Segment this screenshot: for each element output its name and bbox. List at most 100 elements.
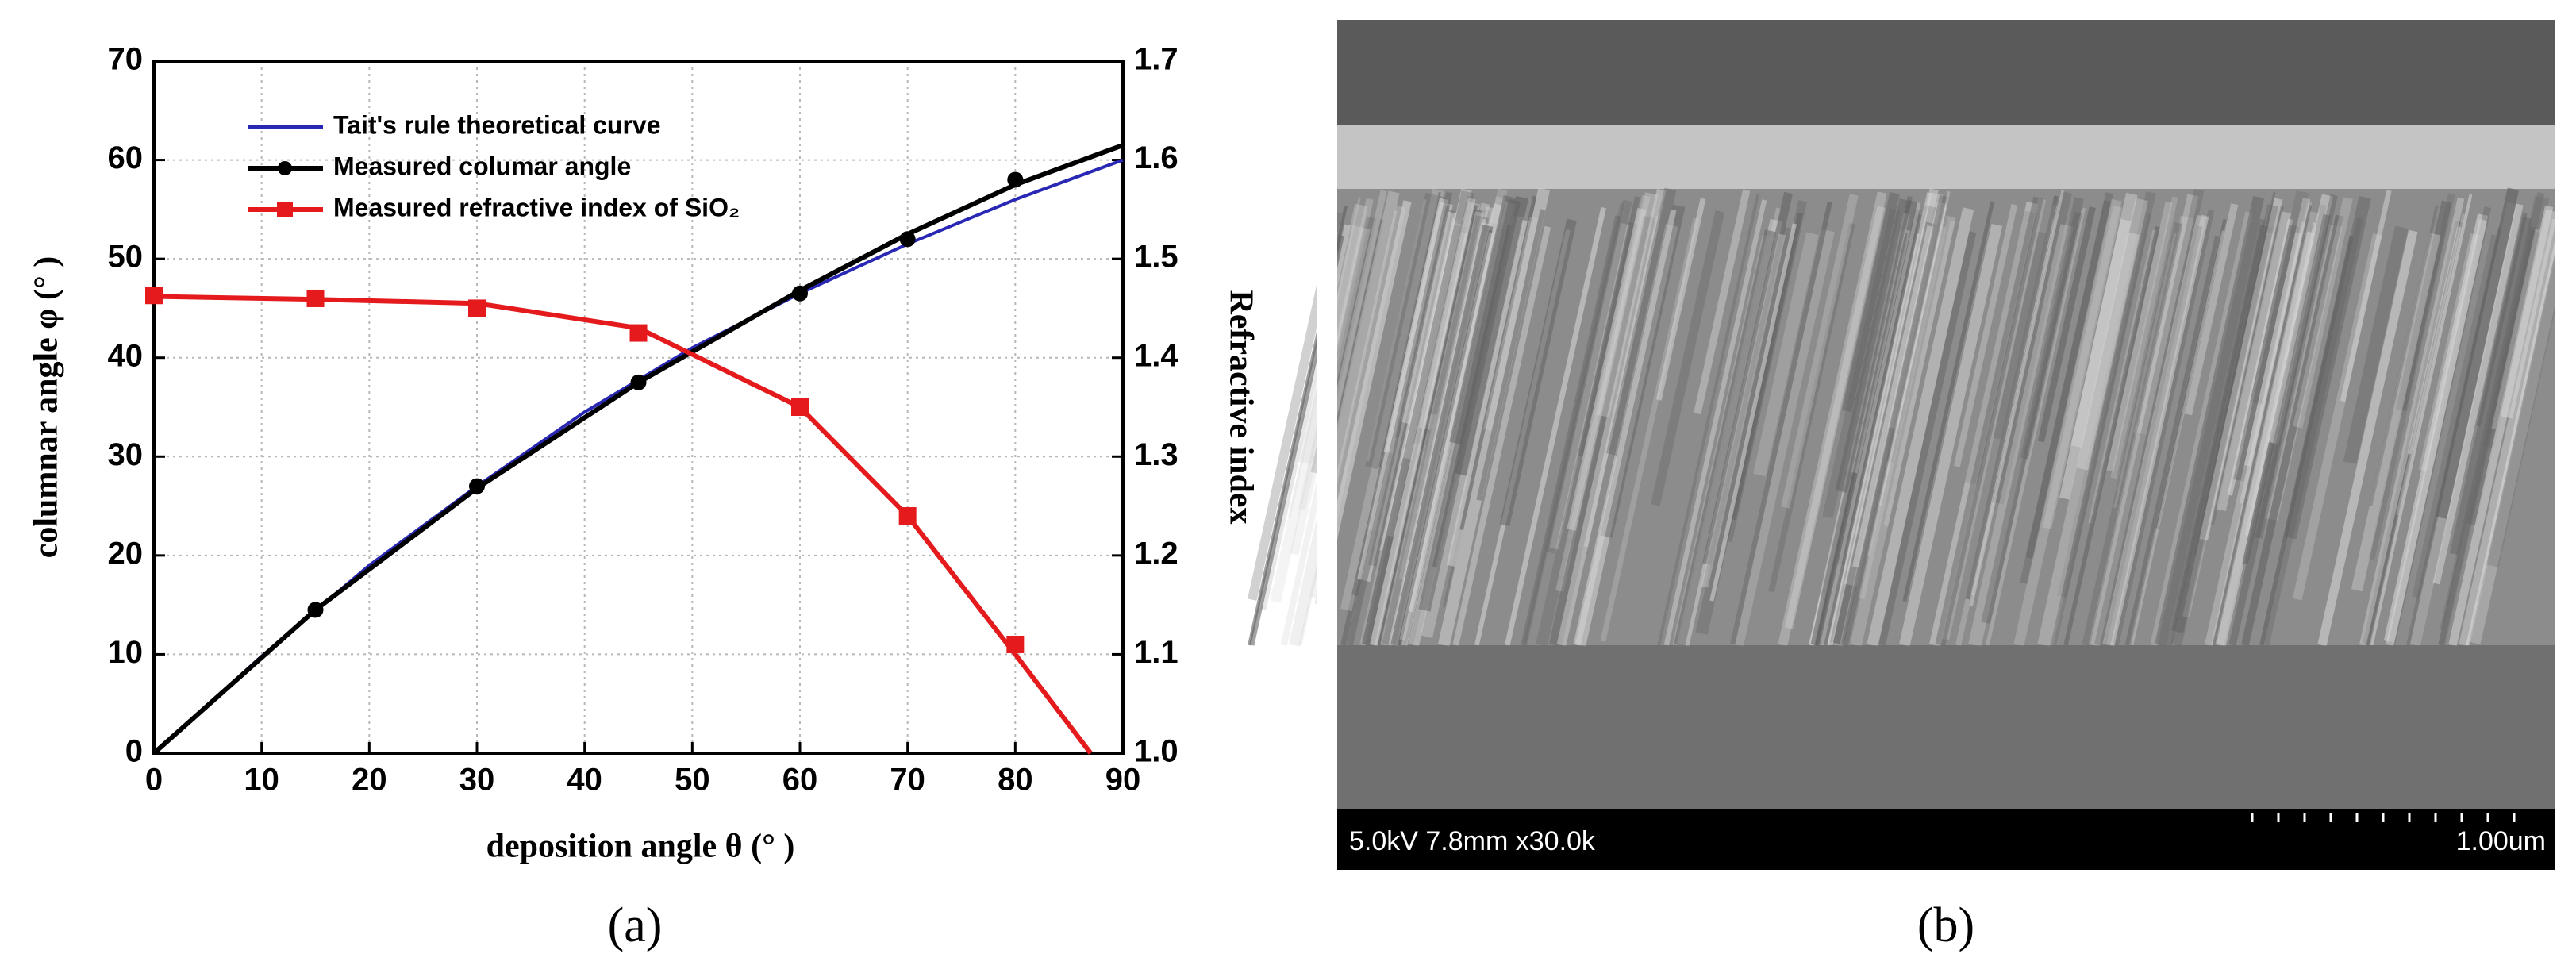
sem-column [2432, 203, 2524, 585]
sem-column [1459, 195, 1537, 531]
sem-column [2362, 221, 2463, 646]
sem-column [2449, 217, 2532, 556]
sem-column [2412, 234, 2499, 598]
sem-column [1674, 229, 1777, 647]
data-point [1007, 171, 1024, 188]
sem-column [1701, 233, 1786, 588]
sem-column [2104, 225, 2203, 646]
sem-column [2343, 225, 2409, 464]
y-tick-label: 20 [108, 536, 144, 571]
legend-marker [278, 161, 292, 175]
sem-column [1753, 232, 1819, 477]
sem-column [1968, 224, 2074, 647]
sem-column [2212, 205, 2313, 646]
x-tick-label: 80 [998, 763, 1033, 798]
sem-column [2466, 190, 2570, 646]
data-point [629, 324, 648, 342]
data-point [630, 374, 647, 390]
data-point [307, 602, 324, 618]
sem-column [2155, 195, 2265, 647]
sem-column [1398, 196, 1506, 647]
data-point [468, 299, 486, 317]
sem-column [1694, 189, 1751, 415]
sem-column [1521, 215, 1621, 646]
sem-column [1600, 217, 1699, 643]
y2-axis-label: Refractive index [1222, 290, 1259, 524]
sem-column [1969, 218, 2057, 596]
panel-label: (a) [608, 898, 663, 952]
sem-column [1394, 205, 1450, 439]
sem-column [1548, 215, 1656, 647]
sem-column [1382, 215, 1490, 647]
x-tick-label: 20 [352, 763, 387, 798]
sem-column [1986, 207, 2086, 646]
y2-tick-label: 1.1 [1134, 635, 1178, 670]
sem-column [2088, 229, 2157, 525]
sem-info-bar [1337, 809, 2555, 870]
sem-column [2076, 232, 2140, 471]
sem-column [2106, 201, 2173, 472]
sem-column [1899, 223, 2003, 647]
sem-column [2215, 211, 2320, 647]
sem-column [1836, 209, 1921, 565]
sem-column [2359, 197, 2465, 646]
sem-info: 5.0kV 7.8mm x30.0k [1349, 826, 1596, 856]
sem-column [1810, 199, 1917, 647]
sem-column [1388, 218, 1486, 646]
sem-column [1993, 231, 2048, 440]
sem-column [1953, 203, 2018, 467]
sem-column [2185, 203, 2239, 416]
sem-column [1657, 193, 1760, 646]
legend-marker [277, 202, 293, 217]
sem-column [2259, 235, 2354, 646]
sem-column [2340, 190, 2392, 402]
series-line [152, 143, 1125, 756]
x-tick-label: 0 [145, 763, 163, 798]
x-tick-label: 40 [567, 763, 602, 798]
sem-column [1820, 202, 1921, 646]
sem-column [2228, 213, 2331, 647]
y2-tick-label: 1.3 [1134, 437, 1178, 472]
sem-column [1965, 195, 2059, 600]
sem-column [2438, 192, 2545, 646]
sem-column [2255, 194, 2338, 539]
data-point [899, 231, 916, 248]
sem-column [2317, 229, 2418, 647]
sem-column [1370, 232, 1467, 646]
sem-column [2171, 225, 2273, 633]
sem-column [2110, 196, 2178, 479]
sem-clip-r [2555, 0, 2576, 977]
sem-column [2369, 205, 2439, 506]
sem-scale: 1.00um [2456, 826, 2546, 856]
sem-column [1822, 208, 1901, 519]
sem-column [2082, 222, 2183, 647]
sem-column [1981, 197, 2084, 625]
sem-column [1600, 204, 1686, 538]
sem-column [1970, 190, 2064, 606]
sem-column [1398, 229, 1493, 646]
sem-column [1935, 196, 2044, 647]
sem-column [2232, 225, 2301, 482]
sem-column [2025, 192, 2114, 559]
sem-column [1821, 213, 1926, 647]
sem-column [2351, 233, 2441, 592]
sem-column [1941, 198, 2047, 640]
sem-column [1340, 188, 1444, 612]
sem-column [1768, 222, 1855, 593]
sem-column [1357, 202, 1453, 582]
sem-column [1723, 200, 1807, 543]
y2-tick-label: 1.6 [1134, 140, 1178, 175]
sem-column [2210, 205, 2285, 525]
sem-column [1365, 192, 1438, 470]
sem-column [2170, 204, 2278, 647]
sem-column [1298, 210, 1398, 646]
data-point [145, 287, 163, 305]
sem-column [2435, 187, 2520, 519]
sem-column [1400, 211, 1457, 425]
sem-column [2500, 210, 2559, 419]
sem-column [2088, 194, 2199, 647]
sem-column [2407, 226, 2462, 455]
y-tick-label: 30 [108, 437, 144, 472]
y-tick-label: 40 [108, 338, 144, 373]
sem-column [1929, 202, 2039, 647]
